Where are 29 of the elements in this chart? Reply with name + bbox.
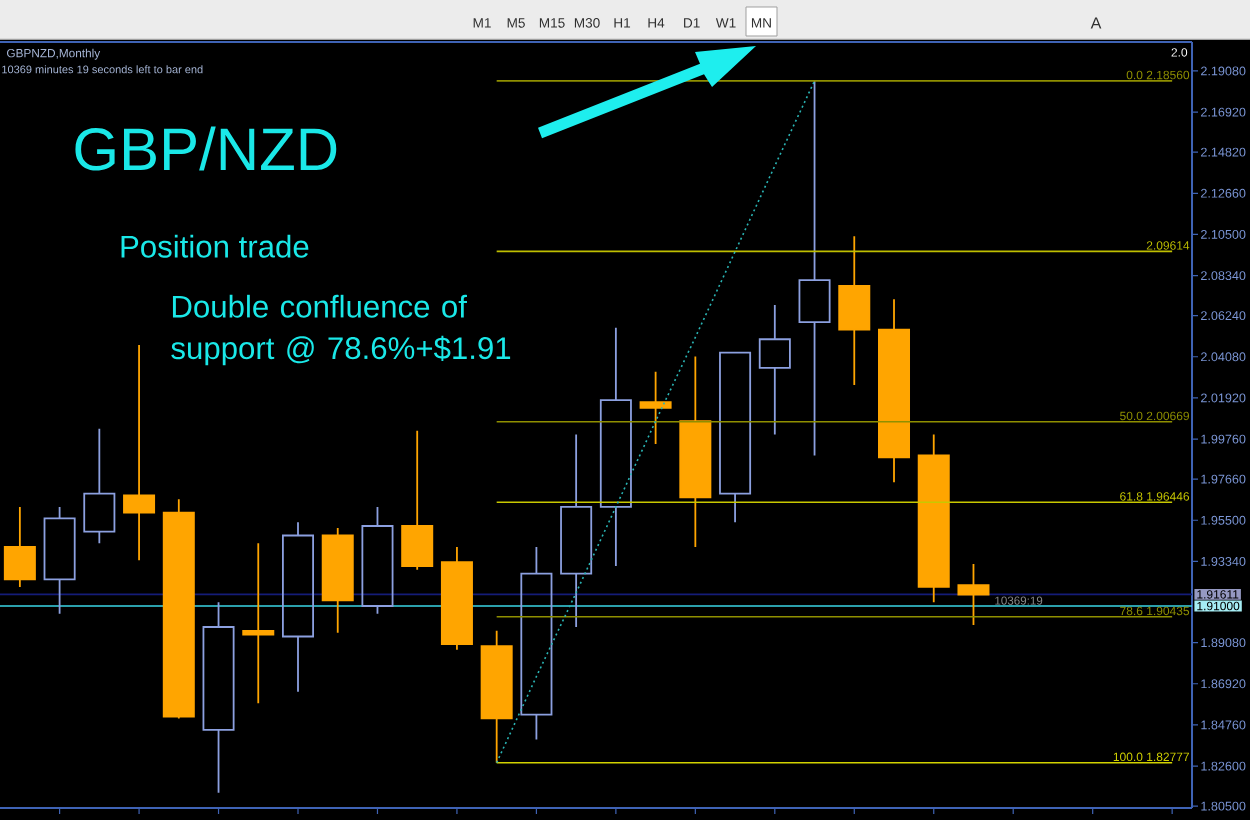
candlestick [957, 563, 990, 626]
candlestick [3, 506, 36, 588]
candlestick [599, 326, 632, 567]
candlestick [83, 427, 116, 545]
candlestick [440, 546, 473, 651]
candlestick [361, 506, 394, 615]
annotation: Double confluence of support @ 78.6%+$1.91 [171, 294, 511, 366]
candlestick [679, 355, 712, 548]
candlestick [162, 498, 195, 720]
text: Position trade [121, 234, 309, 258]
candlestick [798, 79, 831, 457]
candlestick [242, 542, 275, 705]
candlestick [560, 433, 593, 628]
candlestick [520, 546, 553, 741]
candlestick [202, 601, 235, 794]
text: GBP/NZD [75, 126, 337, 171]
candlestick [480, 629, 513, 764]
candlestick [878, 298, 911, 484]
candlestick [758, 304, 791, 436]
candlestick [123, 344, 156, 562]
candlestick [639, 370, 672, 445]
text: A [1090, 17, 1102, 29]
candlestick [838, 235, 871, 386]
candlestick [401, 429, 434, 571]
candlestick [321, 526, 354, 634]
candlestick [43, 506, 76, 615]
candlestick [282, 521, 314, 693]
candlestick [719, 351, 752, 524]
candlestick [917, 433, 950, 604]
